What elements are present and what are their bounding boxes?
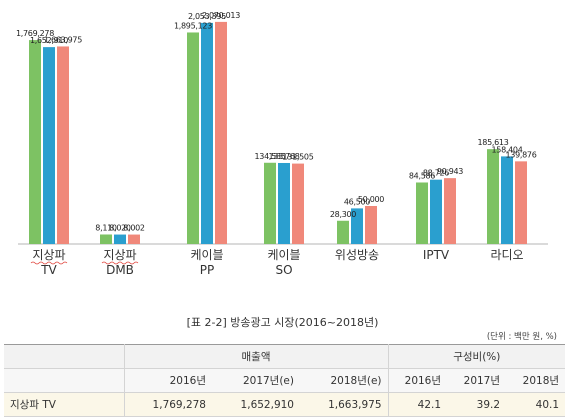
bar-value-label: 1,663,975 [44,35,82,44]
bar [187,32,199,244]
year-cell: 2017년 [447,368,507,393]
bar-value-label: 139,876 [506,150,537,159]
bar-value-label: 84,586 [409,171,435,180]
bar-value-label: 90,943 [437,167,463,176]
year-cell: 2018년 [506,368,565,393]
table-year-row: 2016년 2017년(e) 2018년(e) 2016년 2017년 2018… [4,368,565,393]
bar [351,208,363,244]
bar [215,21,227,244]
table-row: 지상파 TV 1,769,278 1,652,910 1,663,975 42.… [4,392,565,417]
bar-value-label: 1,769,278 [16,29,54,38]
bar-value-label: 8,002 [123,224,145,233]
table-cell: 1,769,278 [124,392,212,417]
bar [43,47,55,244]
bar [365,206,377,244]
bar-value-label: 185,613 [478,138,509,147]
category-label: 지상파 [103,248,136,262]
spellcheck-underline [101,261,139,265]
table-cell: 40.1 [506,392,565,417]
category-label: IPTV [423,248,450,262]
category-label-line2: SO [275,263,292,277]
bar [444,178,456,244]
bar-value-label: 158,404 [492,145,523,154]
bar [416,182,428,244]
bar [337,220,349,244]
bar [487,149,499,244]
table-cell: 42.1 [388,392,448,417]
bar [515,161,527,244]
bar-value-label: 2,053,395 [188,12,226,21]
bar-value-label: 1,652,910 [30,36,68,45]
year-cell: 2017년(e) [212,368,300,393]
category-label: 지상파 [32,248,65,262]
table-header-row: 매출액 구성비(%) [4,344,565,369]
year-corner [4,368,125,393]
year-cell: 2018년(e) [300,368,389,393]
bar-value-label: 8,020 [109,224,131,233]
bar [430,179,442,244]
bar [278,162,290,244]
bar-group [29,21,527,244]
bar-value-label: 2,070,013 [202,11,240,20]
table-caption: [표 2-2] 방송광고 시장(2016~2018년) [186,316,379,329]
category-label-line2: DMB [106,263,134,277]
bar-value-label: 46,500 [344,197,370,206]
category-label: 케이블 [190,248,223,262]
category-label: 케이블 [267,248,300,262]
year-cell: 2016년 [388,368,448,393]
category-label: 위성방송 [335,248,379,262]
category-label-line2: TV [40,263,57,277]
unit-note: (단위 : 백만 원, %) [486,332,557,342]
header-share: 구성비(%) [388,344,565,369]
bar [292,163,304,244]
bar-value-label: 8,110 [95,223,117,232]
bar [29,40,41,244]
bar-value-label: 1,895,123 [174,21,212,30]
header-corner [4,344,125,369]
year-cell: 2016년 [124,368,212,393]
header-sales: 매출액 [124,344,389,369]
bar-value-label: 28,300 [330,210,356,219]
category-label-line2: PP [200,263,214,277]
bar [100,234,112,244]
bar-value-label: 133,768 [269,152,300,161]
bar [264,162,276,244]
bar-value-label: 88,726 [423,169,449,178]
bar [201,22,213,244]
data-table: 매출액 구성비(%) 2016년 2017년(e) 2018년(e) 2016년… [4,344,565,417]
spellcheck-underline [30,261,68,265]
bar-value-label: 50,000 [358,195,384,204]
bar [57,46,69,244]
category-label: 라디오 [490,248,523,262]
table-cell: 1,652,910 [212,392,300,417]
row-category: 지상파 TV [4,392,125,417]
bar-value-label: 131,505 [283,153,314,162]
bar-value-label: 134,585 [255,152,286,161]
bar [501,156,513,244]
table-cell: 39.2 [447,392,507,417]
bar [114,234,126,244]
table-cell: 1,663,975 [300,392,389,417]
bar [128,234,140,244]
